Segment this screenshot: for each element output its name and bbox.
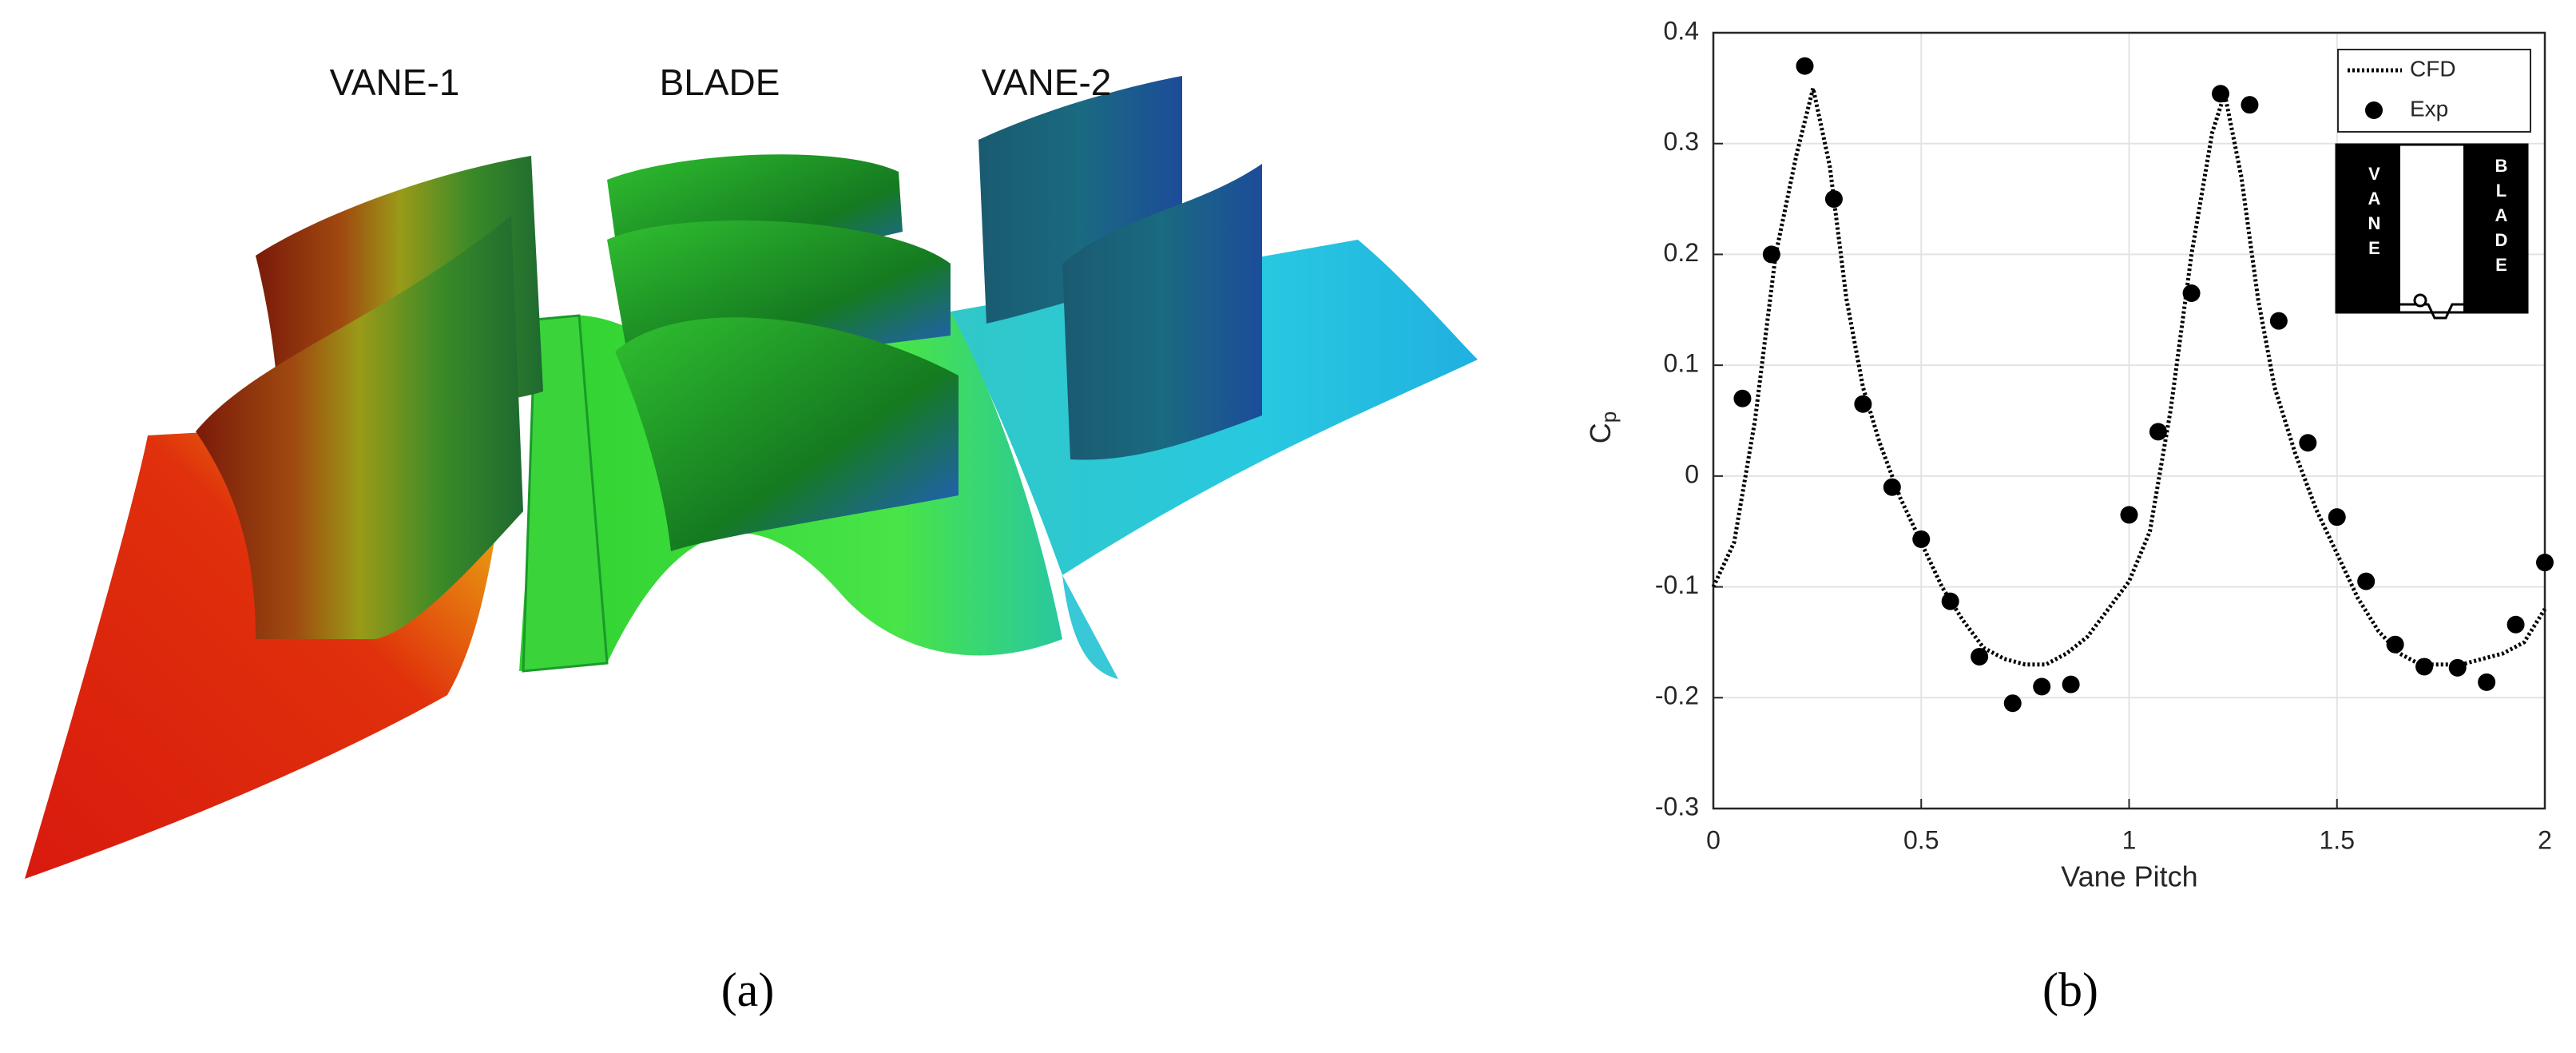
x-tick-label: 0 <box>1706 825 1721 854</box>
x-tick-label: 1.5 <box>2320 825 2355 854</box>
x-tick-label: 0.5 <box>1903 825 1939 854</box>
y-tick-label: 0.4 <box>1664 16 1699 45</box>
exp-point <box>1971 647 1989 666</box>
x-axis-label: Vane Pitch <box>2061 860 2197 893</box>
y-tick-label: 0.1 <box>1664 349 1699 378</box>
y-tick-label: -0.3 <box>1655 792 1699 821</box>
exp-point <box>2448 658 2467 677</box>
exp-point <box>2269 312 2288 330</box>
y-label-base: C <box>1584 423 1617 443</box>
y-axis-label: Cp <box>1584 411 1621 443</box>
caption-a: (a) <box>721 964 775 1016</box>
exp-point <box>1796 57 1814 75</box>
inset <box>2335 143 2529 320</box>
blade-label: BLADE <box>660 62 780 103</box>
exp-point <box>2415 658 2434 676</box>
legend-label: Exp <box>2410 96 2448 121</box>
exp-point <box>2536 554 2554 572</box>
exp-point <box>2062 675 2080 693</box>
exp-point <box>2328 508 2346 526</box>
cfd-line <box>1711 85 2547 667</box>
exp-point <box>2212 85 2230 103</box>
exp-point <box>1733 389 1752 407</box>
exp-point <box>2149 423 2167 441</box>
y-label-sub: p <box>1597 411 1621 423</box>
y-tick-label: -0.2 <box>1655 681 1699 710</box>
exp-point <box>1941 592 1959 610</box>
exp-point <box>2182 284 2201 302</box>
caption-b: (b) <box>2042 964 2098 1016</box>
exp-point <box>2120 506 2138 524</box>
exp-point <box>2299 434 2317 452</box>
y-tick-label: 0 <box>1685 459 1699 488</box>
exp-point <box>2033 677 2051 696</box>
exp-point <box>2357 572 2376 590</box>
x-tick-label: 2 <box>2538 825 2552 854</box>
vane1-label: VANE-1 <box>330 62 460 103</box>
exp-point <box>2507 615 2525 634</box>
exp-point <box>1824 190 1843 209</box>
exp-point <box>2386 635 2404 654</box>
inset-blade: BLADE <box>2491 156 2511 280</box>
y-tick-label: -0.1 <box>1655 570 1699 599</box>
exp-point <box>1883 478 1901 496</box>
y-tick-label: 0.2 <box>1664 238 1699 267</box>
plot: -0.3 -0.2 -0.1 0 0.1 0.2 0.3 0.4 0 0.5 1 1.5 2 CFD Exp <box>1655 16 2554 854</box>
turbine-render <box>25 76 1478 879</box>
axes-box <box>1712 31 2546 810</box>
exp-point <box>1762 245 1780 264</box>
exp-point <box>1912 530 1931 548</box>
x-tick-label: 1 <box>2122 825 2137 854</box>
exp-point <box>2478 673 2496 691</box>
vane2-label: VANE-2 <box>982 62 1112 103</box>
exp-point <box>1854 395 1872 413</box>
exp-point <box>2003 694 2022 713</box>
legend-marker <box>2365 101 2383 119</box>
y-tick-label: 0.3 <box>1664 127 1699 156</box>
legend-label: CFD <box>2410 56 2456 81</box>
inset-vane: VANE <box>2364 164 2384 263</box>
exp-point <box>2241 96 2259 114</box>
